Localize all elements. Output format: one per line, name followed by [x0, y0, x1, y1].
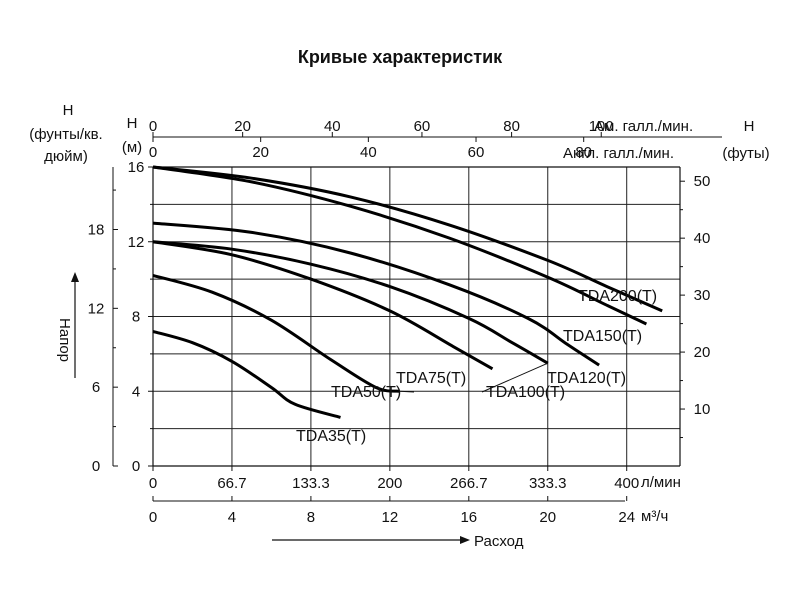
right-ft-axis-label: (футы) [722, 145, 769, 162]
label-tda120t: TDA120(T) [547, 370, 626, 387]
m-tick-label: 16 [128, 159, 145, 176]
axes-frame [112, 132, 722, 502]
left-m-axis-h: H [127, 115, 138, 132]
m-tick-label: 4 [132, 383, 140, 400]
us-gpm-tick-label: 40 [324, 118, 341, 135]
ft-tick-label: 40 [694, 230, 711, 247]
label-tda150t: TDA150(T) [563, 328, 642, 345]
us-gpm-tick-label: 20 [234, 118, 251, 135]
m-tick-label: 12 [128, 234, 145, 251]
head-axis-label: Напор [56, 318, 73, 362]
pump-curves [152, 165, 663, 419]
curve-tda150t [152, 165, 648, 326]
right-ft-axis-h: H [744, 118, 755, 135]
lpm-tick-label: 266.7 [450, 475, 488, 492]
us-gpm-tick-label: 100 [589, 118, 614, 135]
us-gpm-tick-label: 0 [149, 118, 157, 135]
left-psi-axis-h: H [63, 102, 74, 119]
label-tda75t: TDA75(T) [396, 370, 466, 387]
top-imp-gpm-unit: Англ. галл./мин. [563, 145, 674, 162]
us-gpm-tick-label: 80 [503, 118, 520, 135]
m3h-tick-label: 12 [382, 509, 399, 526]
bottom-lpm-unit: л/мин [641, 474, 681, 491]
m-tick-label: 0 [132, 458, 140, 475]
ft-tick-label: 20 [694, 344, 711, 361]
left-psi-axis-label-1: (фунты/кв. [29, 126, 102, 143]
lpm-tick-label: 133.3 [292, 475, 330, 492]
grid [153, 167, 680, 466]
imp-gpm-tick-label: 20 [252, 144, 269, 161]
label-tda100t: TDA100(T) [486, 384, 565, 401]
ft-tick-label: 10 [694, 401, 711, 418]
left-psi-axis-label-2: дюйм) [44, 148, 88, 165]
imp-gpm-tick-label: 40 [360, 144, 377, 161]
leader-tda100t [481, 362, 548, 393]
label-tda35t: TDA35(T) [296, 428, 366, 445]
left-m-axis-label: (м) [122, 139, 142, 156]
lpm-tick-label: 333.3 [529, 475, 567, 492]
imp-gpm-tick-label: 60 [468, 144, 485, 161]
lpm-tick-label: 66.7 [217, 475, 246, 492]
psi-tick-label: 0 [92, 458, 100, 475]
curve-tda35t [152, 329, 341, 419]
us-gpm-tick-label: 60 [414, 118, 431, 135]
ft-tick-label: 50 [694, 173, 711, 190]
curve-tda120t [152, 221, 600, 367]
imp-gpm-tick-label: 0 [149, 144, 157, 161]
ft-tick-label: 30 [694, 287, 711, 304]
flow-arrow-head [460, 536, 470, 544]
curve-tda75t [152, 240, 494, 371]
flow-axis-label: Расход [474, 533, 524, 550]
bottom-m3h-unit: м³/ч [641, 508, 668, 525]
psi-tick-label: 6 [92, 379, 100, 396]
lpm-tick-label: 400 [614, 475, 639, 492]
m3h-tick-label: 0 [149, 509, 157, 526]
lpm-tick-label: 200 [377, 475, 402, 492]
m3h-tick-label: 20 [539, 509, 556, 526]
psi-tick-label: 18 [88, 221, 105, 238]
m3h-tick-label: 8 [307, 509, 315, 526]
m3h-tick-label: 16 [460, 509, 477, 526]
curve-tda50t [152, 273, 400, 393]
psi-tick-label: 12 [88, 300, 105, 317]
label-tda50t: TDA50(T) [331, 384, 401, 401]
m-tick-label: 8 [132, 309, 140, 326]
m3h-tick-label: 24 [618, 509, 635, 526]
head-arrow-head [71, 272, 79, 282]
label-tda200t: TDA200(T) [578, 288, 657, 305]
leader-tda50t [399, 390, 415, 393]
top-us-gpm-unit: Ам. галл./мин. [594, 118, 693, 135]
m3h-tick-label: 4 [228, 509, 236, 526]
curve-tda200t [152, 165, 663, 313]
lpm-tick-label: 0 [149, 475, 157, 492]
chart-title: Кривые характеристик [297, 47, 503, 67]
curve-tda100t [152, 240, 549, 365]
imp-gpm-tick-label: 80 [575, 144, 592, 161]
